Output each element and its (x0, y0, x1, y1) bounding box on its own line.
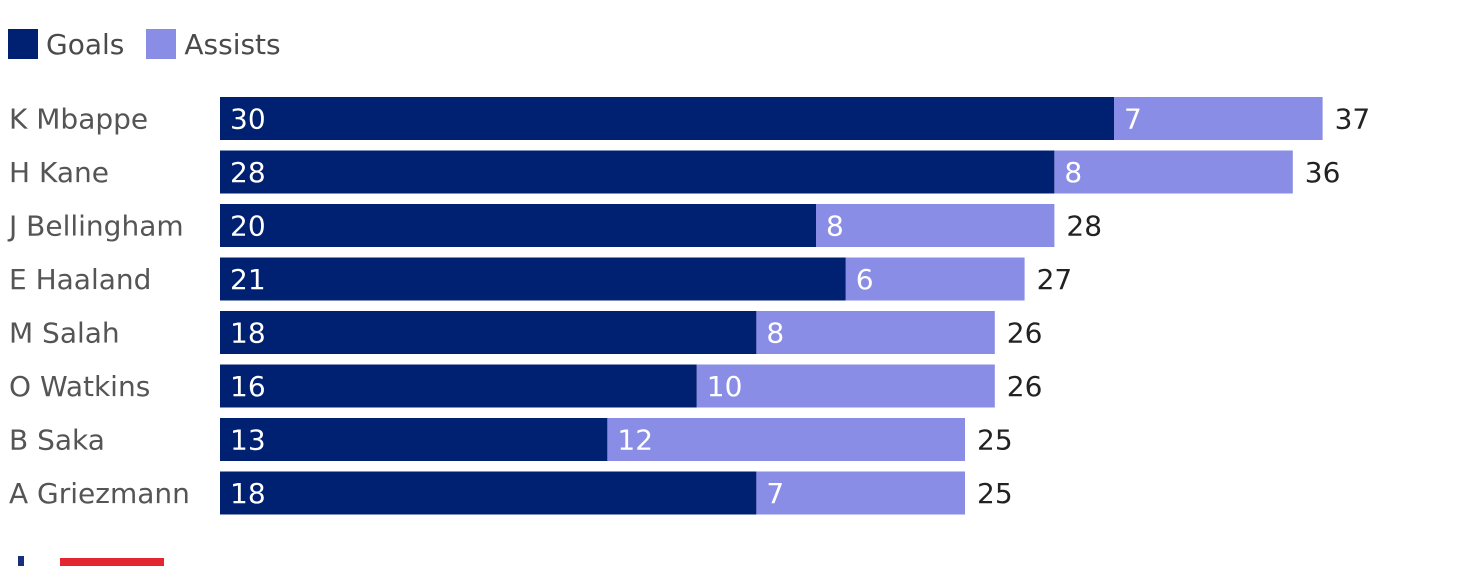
assists-swatch (146, 29, 177, 59)
data-label-assists-m-salah: 8 (766, 317, 784, 350)
bar-assists-h-kane (1054, 150, 1293, 194)
category-label-o-watkins: O Watkins (9, 370, 150, 403)
total-label-h-kane: 36 (1305, 156, 1341, 189)
bar-goals-a-griezmann (220, 471, 757, 515)
bar-goals-m-salah (220, 311, 757, 354)
bar-goals-b-saka (220, 418, 608, 461)
category-label-a-griezmann: A Griezmann (9, 477, 190, 510)
bar-assists-j-bellingham (816, 204, 1055, 247)
total-label-b-saka: 25 (977, 424, 1013, 457)
total-label-j-bellingham: 28 (1066, 210, 1102, 243)
bar-goals-k-mbappe (220, 97, 1114, 140)
data-label-assists-k-mbappe: 7 (1124, 103, 1142, 136)
bar-goals-h-kane (220, 150, 1055, 194)
legend-label-goals: Goals (46, 27, 125, 61)
category-label-e-haaland: E Haaland (9, 263, 151, 296)
data-label-goals-h-kane: 28 (230, 156, 266, 189)
footer-logo-mark (18, 556, 24, 566)
category-label-j-bellingham: J Bellingham (7, 210, 184, 243)
data-label-goals-k-mbappe: 30 (230, 103, 266, 136)
bar-assists-e-haaland (845, 257, 1025, 301)
bar-assists-k-mbappe (1114, 97, 1323, 140)
bar-assists-m-salah (756, 311, 995, 354)
data-label-goals-e-haaland: 21 (230, 263, 266, 296)
data-label-assists-e-haaland: 6 (856, 263, 874, 296)
legend-item-goals: Goals (8, 28, 124, 61)
data-label-goals-m-salah: 18 (230, 317, 266, 350)
data-label-assists-j-bellingham: 8 (826, 210, 844, 243)
total-label-o-watkins: 26 (1007, 370, 1043, 403)
bar-goals-o-watkins (220, 364, 697, 408)
footer-logo-bar (60, 558, 164, 566)
data-label-goals-j-bellingham: 20 (230, 210, 266, 243)
legend-label-assists: Assists (184, 27, 281, 61)
data-label-assists-a-griezmann: 7 (766, 477, 784, 510)
data-label-assists-b-saka: 12 (617, 424, 653, 457)
category-label-m-salah: M Salah (9, 317, 120, 350)
bar-goals-e-haaland (220, 257, 846, 301)
category-label-b-saka: B Saka (9, 424, 105, 457)
bar-goals-j-bellingham (220, 204, 816, 247)
data-label-goals-o-watkins: 16 (230, 370, 266, 403)
total-label-m-salah: 26 (1007, 317, 1043, 350)
legend-item-assists: Assists (146, 27, 281, 61)
data-label-goals-b-saka: 13 (230, 424, 266, 457)
bar-assists-b-saka (607, 418, 965, 461)
total-label-e-haaland: 27 (1037, 263, 1073, 296)
category-label-k-mbappe: K Mbappe (9, 103, 148, 136)
data-label-assists-h-kane: 8 (1064, 156, 1082, 189)
total-label-a-griezmann: 25 (977, 477, 1013, 510)
data-label-assists-o-watkins: 10 (707, 370, 743, 403)
category-label-h-kane: H Kane (9, 156, 109, 189)
bar-assists-o-watkins (696, 364, 995, 408)
total-label-k-mbappe: 37 (1335, 103, 1371, 136)
legend: Goals Assists (8, 24, 303, 64)
data-label-goals-a-griezmann: 18 (230, 477, 266, 510)
goals-swatch (8, 29, 38, 59)
bar-assists-a-griezmann (756, 471, 965, 515)
